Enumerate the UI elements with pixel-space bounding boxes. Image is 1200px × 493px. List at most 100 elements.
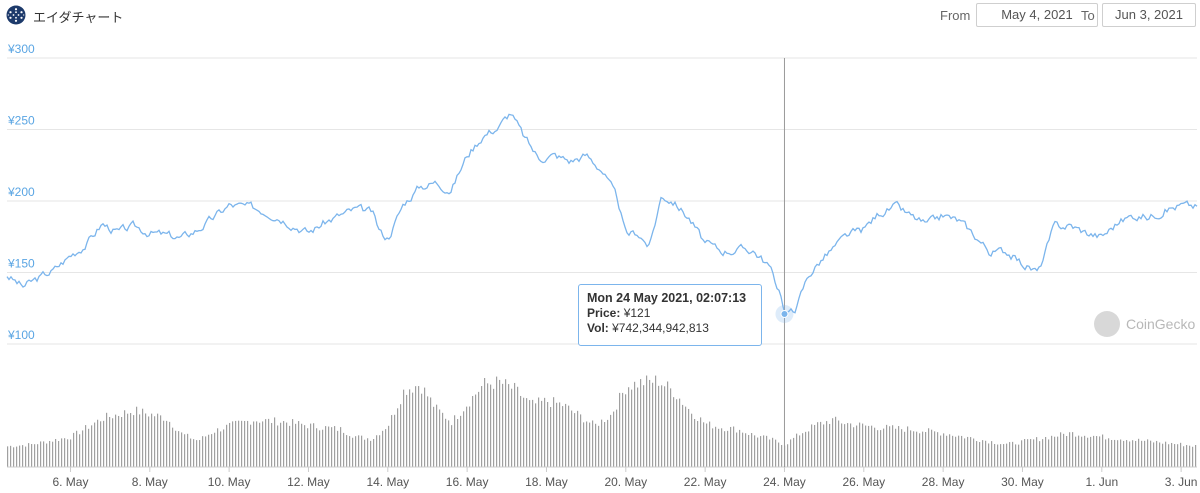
volume-bar [223,429,225,467]
volume-bar [955,436,957,467]
volume-bar [1117,440,1119,467]
volume-bar [766,435,768,467]
volume-bar [388,425,390,467]
volume-bar [640,379,642,467]
volume-bar [160,415,162,467]
volume-bar [277,425,279,467]
volume-bar [7,446,9,467]
volume-bar [757,437,759,467]
chart-header: エイダチャート From To [0,0,1200,34]
volume-bar [1057,436,1059,467]
volume-bar [1123,440,1125,467]
volume-bar [877,430,879,467]
tooltip-vol-value: ¥742,344,942,813 [612,321,709,335]
volume-bar [475,394,477,467]
x-tick-label: 14. May [366,475,409,489]
volume-bar [676,399,678,467]
volume-bar [1171,442,1173,467]
to-date-input[interactable] [1102,3,1196,27]
volume-bar [592,420,594,467]
volume-bar [778,442,780,467]
volume-bar [421,393,423,467]
y-tick-label: ¥200 [7,185,35,199]
x-tick-label: 18. May [525,475,568,489]
volume-bar [1039,441,1041,467]
volume-bar [598,425,600,467]
volume-bar [664,386,666,467]
volume-bar [337,430,339,467]
volume-bar [619,392,621,467]
volume-bar [823,424,825,467]
volume-bar [1036,437,1038,467]
volume-bar [754,435,756,467]
volume-bar [175,430,177,467]
volume-bar [562,406,564,467]
volume-bar [898,426,900,467]
volume-bar [154,416,156,467]
cardano-logo-icon [6,5,26,25]
volume-bar [634,381,636,467]
volume-bar [331,427,333,467]
volume-bar [1111,439,1113,467]
volume-bar [1024,439,1026,467]
volume-bar [64,438,66,467]
volume-bar [262,421,264,467]
volume-bar [373,439,375,467]
volume-bar [610,414,612,467]
volume-bar [826,421,828,467]
volume-bar [94,422,96,467]
volume-bar [1150,440,1152,467]
from-date-input[interactable] [976,3,1098,27]
volume-bar [310,423,312,467]
volume-bar [925,431,927,467]
volume-bar [748,434,750,467]
volume-bar [595,423,597,467]
volume-bar [1033,439,1035,467]
volume-bar [448,420,450,467]
volume-bar [412,392,414,467]
volume-bar [1066,436,1068,467]
volume-bar [862,423,864,467]
volume-bar [37,444,39,467]
volume-bar [934,431,936,467]
volume-bar [76,430,78,467]
volume-bar [808,431,810,467]
volume-bar [772,437,774,467]
volume-bar [361,435,363,467]
volume-bar [532,399,534,467]
volume-bar [163,420,165,467]
volume-bar [550,407,552,467]
x-tick-label: 3. Jun [1165,475,1198,489]
volume-bar [529,400,531,467]
volume-bar [466,406,468,467]
volume-bar [1027,439,1029,467]
volume-bar [727,430,729,467]
volume-bar [820,421,822,467]
volume-bar [508,384,510,467]
volume-bar [100,421,102,467]
volume-bar [127,413,129,467]
volume-bar [904,431,906,467]
volume-bar [283,421,285,467]
volume-bar [307,428,309,467]
volume-bar [919,433,921,467]
volume-bar [796,433,798,467]
volume-bar [811,424,813,467]
volume-bar [793,437,795,467]
volume-bar [769,439,771,467]
chart-grid [7,57,1197,345]
volume-bar [580,414,582,467]
volume-bar [553,397,555,467]
volume-bar [253,421,255,467]
volume-bar [1072,432,1074,467]
volume-bar [109,416,111,467]
volume-bar [859,422,861,467]
volume-bar [844,424,846,467]
volume-bar [646,375,648,467]
volume-bar [817,422,819,467]
x-tick-label: 16. May [446,475,489,489]
volume-bar [871,425,873,467]
y-tick-label: ¥100 [7,328,35,342]
volume-bar [1114,439,1116,467]
